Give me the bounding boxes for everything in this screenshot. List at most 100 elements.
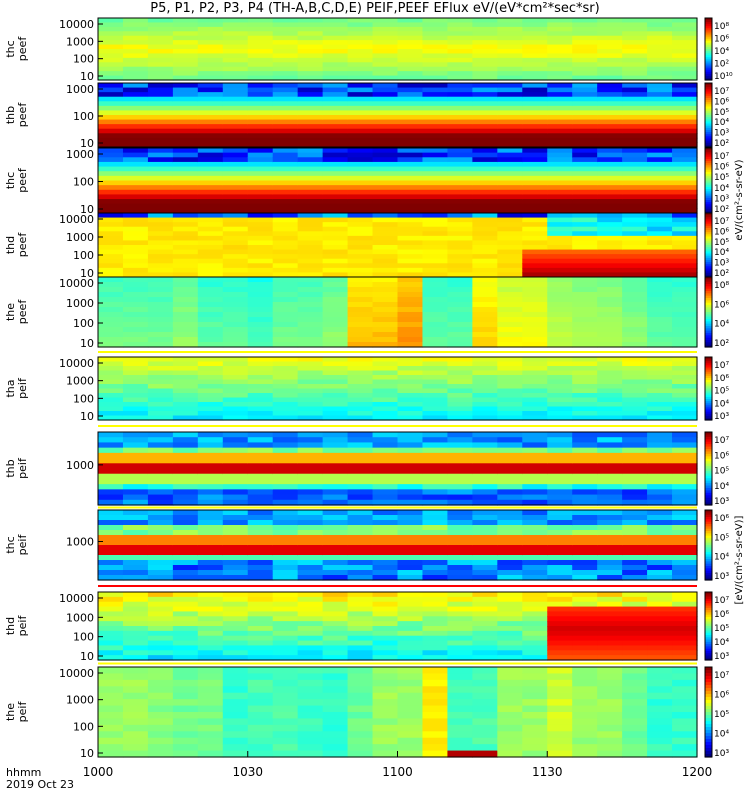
y-tick-label: 10000 — [59, 667, 94, 680]
spectrogram-cell — [272, 478, 299, 485]
spectrogram-cell — [98, 361, 124, 367]
spectrogram-cell — [172, 35, 199, 41]
spectrogram-cell — [247, 724, 274, 732]
spectrogram-cell — [622, 96, 648, 102]
spectrogram-cell — [297, 555, 324, 561]
colorbar-step — [705, 502, 712, 506]
spectrogram-cell — [572, 673, 598, 681]
spectrogram-cell — [522, 40, 548, 46]
spectrogram-cell — [247, 361, 274, 367]
spectrogram-cell — [472, 489, 498, 496]
spectrogram-cell — [197, 62, 224, 68]
colorbar-step — [705, 524, 712, 527]
spectrogram-cell — [447, 699, 473, 707]
spectrogram-cell — [347, 555, 374, 561]
spectrogram-cell — [497, 442, 523, 449]
spectrogram-cell — [322, 570, 349, 576]
spectrogram-cell — [122, 171, 149, 177]
spectrogram-cell — [372, 185, 399, 191]
spectrogram-cell — [622, 35, 648, 41]
spectrogram-cell — [98, 119, 124, 125]
spectrogram-cell — [122, 217, 149, 223]
spectrogram-cell — [572, 18, 598, 24]
spectrogram-cell — [447, 287, 473, 293]
spectrogram-cell — [147, 361, 174, 367]
spectrogram-cell — [397, 185, 424, 191]
spectrogram-cell — [422, 83, 449, 89]
spectrogram-cell — [147, 235, 174, 242]
spectrogram-cell — [497, 297, 523, 303]
spectrogram-cell — [197, 384, 224, 390]
colorbar-tick-label: 10³ — [714, 194, 729, 204]
spectrogram-cell — [322, 213, 349, 219]
colorbar-step — [705, 32, 712, 36]
spectrogram-cell — [322, 473, 349, 480]
spectrogram-cell — [172, 366, 199, 372]
spectrogram-cell — [98, 596, 124, 603]
spectrogram-cell — [322, 322, 349, 328]
spectrogram-cell — [597, 535, 623, 541]
spectrogram-cell — [172, 105, 199, 112]
spectrogram-cell — [322, 18, 349, 24]
spectrogram-cell — [147, 307, 174, 313]
spectrogram-cell — [397, 57, 424, 63]
spectrogram-cell — [172, 208, 199, 214]
spectrogram-cell — [647, 630, 673, 637]
spectrogram-cell — [472, 616, 498, 622]
colorbar-step — [705, 302, 712, 306]
spectrogram-cell — [597, 592, 623, 598]
spectrogram-cell — [422, 157, 449, 163]
spectrogram-cell — [597, 432, 623, 438]
colorbar-tick-label: 10⁶ — [714, 691, 729, 701]
spectrogram-cell — [397, 44, 424, 50]
spectrogram-cell — [647, 235, 673, 242]
spectrogram-cell — [672, 520, 698, 526]
spectrogram-cell — [222, 180, 249, 186]
spectrogram-cell — [672, 203, 698, 209]
spectrogram-cell — [422, 601, 449, 608]
spectrogram-cell — [222, 105, 249, 112]
spectrogram-cell — [522, 57, 548, 63]
spectrogram-cell — [622, 66, 648, 72]
spectrogram-cell — [172, 263, 199, 269]
spectrogram-cell — [497, 650, 523, 656]
spectrogram-cell — [322, 157, 349, 163]
spectrogram-cell — [497, 110, 523, 116]
spectrogram-cell — [347, 44, 374, 50]
spectrogram-cell — [472, 611, 498, 617]
spectrogram-cell — [522, 473, 548, 480]
spectrogram-cell — [397, 447, 424, 454]
spectrogram-cell — [247, 731, 274, 739]
spectrogram-cell — [147, 437, 174, 444]
spectrogram-cell — [147, 640, 174, 647]
spectrogram-cell — [472, 213, 498, 219]
spectrogram-cell — [597, 388, 623, 394]
spectrogram-cell — [422, 463, 449, 470]
spectrogram-cell — [172, 222, 199, 228]
spectrogram-cell — [572, 478, 598, 485]
spectrogram-cell — [597, 185, 623, 191]
spectrogram-cell — [372, 510, 399, 516]
colorbar-step — [705, 24, 712, 27]
spectrogram-cell — [272, 744, 299, 752]
spectrogram-cell — [497, 217, 523, 223]
spectrogram-cell — [397, 245, 424, 251]
spectrogram-cell — [622, 361, 648, 367]
spectrogram-cell — [672, 171, 698, 177]
spectrogram-cell — [497, 673, 523, 681]
spectrogram-cell — [472, 621, 498, 627]
spectrogram-cell — [597, 133, 623, 139]
colorbar-step — [705, 528, 712, 532]
spectrogram-cell — [572, 411, 598, 417]
spectrogram-cell — [197, 645, 224, 651]
spectrogram-cell — [672, 307, 698, 313]
colorbar-step — [705, 733, 712, 737]
spectrogram-cell — [522, 297, 548, 303]
spectrogram-cell — [597, 137, 623, 144]
spectrogram-cell — [347, 189, 374, 196]
spectrogram-cell — [247, 185, 274, 191]
spectrogram-cell — [372, 442, 399, 449]
spectrogram-cell — [272, 724, 299, 732]
spectrogram-cell — [672, 640, 698, 647]
spectrogram-cell — [647, 452, 673, 459]
